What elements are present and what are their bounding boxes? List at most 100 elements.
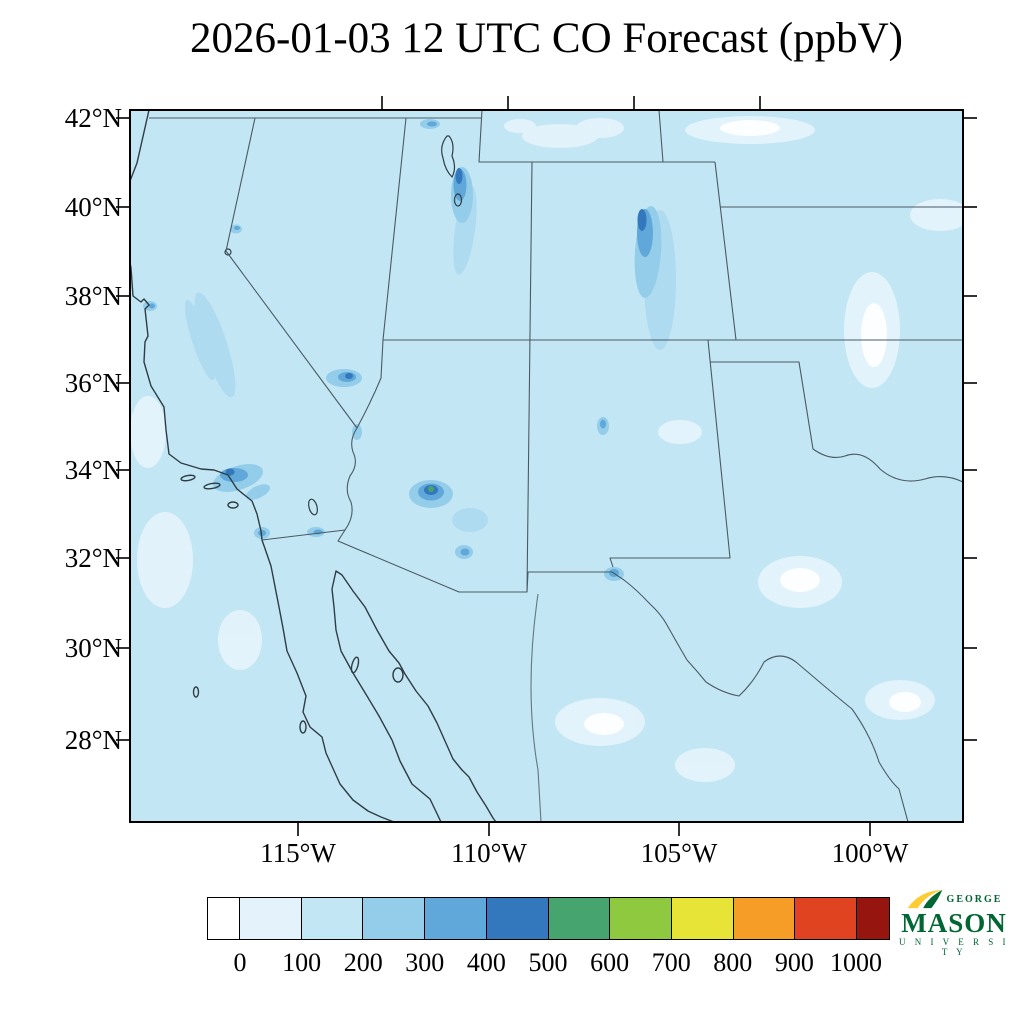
co-patch [452,508,488,532]
co-patch [780,568,820,592]
colorbar-tick-label: 700 [651,948,691,977]
co-patch [576,118,624,138]
lat-label-34n: 34°N [64,455,122,485]
hotspot-albuquerque [597,417,609,435]
tiburon-island [392,667,404,683]
co-patch [184,299,216,381]
hotspot-las-vegas [326,369,362,440]
colorbar-cell [300,897,364,940]
colorbar-cell [362,897,426,940]
lat-label-36n: 36°N [64,368,122,398]
hotspot-snake-river-plain [420,119,440,129]
lat-label-28n: 28°N [64,725,122,755]
ticks-right [963,117,977,741]
lat-label-30n: 30°N [64,633,122,663]
co-patch [658,420,702,444]
hotspot-imperial-mexicali [307,527,325,537]
colorbar-cell [207,897,240,940]
lon-label-100w: 100°W [831,838,909,868]
channel-island [180,474,196,482]
colorbar-tick-label: 200 [343,948,383,977]
lat-label-40n: 40°N [64,192,122,222]
colorbar-tick-label: 800 [713,948,753,977]
ticks-left [116,117,130,741]
colorbar-tick-label: 500 [528,948,568,977]
colorbar-cell [239,897,302,940]
colorbar-tick-label: 400 [466,948,506,977]
border-lines [149,110,963,593]
co-patch [584,713,624,735]
colorbar-tick-label: 1000 [830,948,882,977]
colorbar-tick-label: 0 [233,948,247,977]
axis-ticks [116,96,977,836]
pacific-coastline [130,110,395,822]
colorbar-tick-label: 300 [405,948,445,977]
colorbar-cell [856,897,891,940]
colorbar-cell [485,897,549,940]
gulf-island [350,656,360,674]
gulf-of-california-coastline [331,570,497,822]
hotspot-phoenix [409,480,453,508]
catalina-island [227,501,239,509]
state-borders [149,110,963,822]
mexico-state-border [530,593,542,822]
utah-lake [453,193,463,207]
phoenix-peak [428,486,434,492]
lon-label-110w: 110°W [451,838,527,868]
lat-label-32n: 32°N [64,543,122,573]
gmu-university-text: U N I V E R S I T Y [899,937,1009,957]
great-salt-lake [441,135,456,178]
rio-grande-border [611,571,909,822]
lon-label-115w: 115°W [260,838,336,868]
ticks-bottom [297,822,871,836]
hotspot-san-francisco-bay [143,301,157,311]
co-patch [889,692,921,712]
colorbar-cell [794,897,858,940]
lakes [224,135,463,516]
hotspot-san-diego [254,527,270,539]
plot-title: 2026-01-03 12 UTC CO Forecast (ppbV) [190,15,903,62]
map-area [130,110,963,822]
gmu-george-text: GEORGE [946,893,1003,905]
hotspot-salt-lake-city [451,167,473,223]
co-patch [910,199,963,231]
salton-sea [308,498,318,516]
gmu-mason-text: MASON [901,908,1007,938]
hotspot-reno [230,224,242,234]
lake-tahoe [224,248,232,256]
channel-island [203,482,221,490]
lon-label-105w: 105°W [640,838,718,868]
colorbar-tick-label: 900 [774,948,814,977]
co-lowest-patches [584,120,921,735]
co-patch [720,120,780,136]
colorbar-cell [609,897,672,940]
co-patch [218,610,262,670]
lat-label-38n: 38°N [64,281,122,311]
colorbar-labels: 0 100 200 300 400 500 600 700 800 900 10… [207,948,890,980]
gmu-logo: GEORGE MASON U N I V E R S I T Y [892,888,1016,957]
co-patch [194,292,236,398]
hotspot-el-paso [604,567,624,581]
hotspot-tucson [455,545,473,559]
colorbar-tick-label: 100 [282,948,322,977]
map-frame [129,109,964,823]
ticks-top [381,96,761,110]
co-patch [130,396,166,468]
coastlines [130,110,497,822]
co-patch [504,119,536,133]
co-patch [137,512,193,608]
colorbar [207,897,891,940]
hotspot-los-angeles [212,464,271,500]
co-patch [675,748,735,782]
cedros-island [299,720,307,734]
guadalupe-island [192,686,200,698]
colorbar-cell [547,897,611,940]
colorbar-cell [424,897,487,940]
map-background [130,110,963,822]
hotspot-denver [634,206,662,298]
lat-label-42n: 42°N [64,103,122,133]
colorbar-tick-label: 600 [590,948,630,977]
co-patch [861,303,887,367]
